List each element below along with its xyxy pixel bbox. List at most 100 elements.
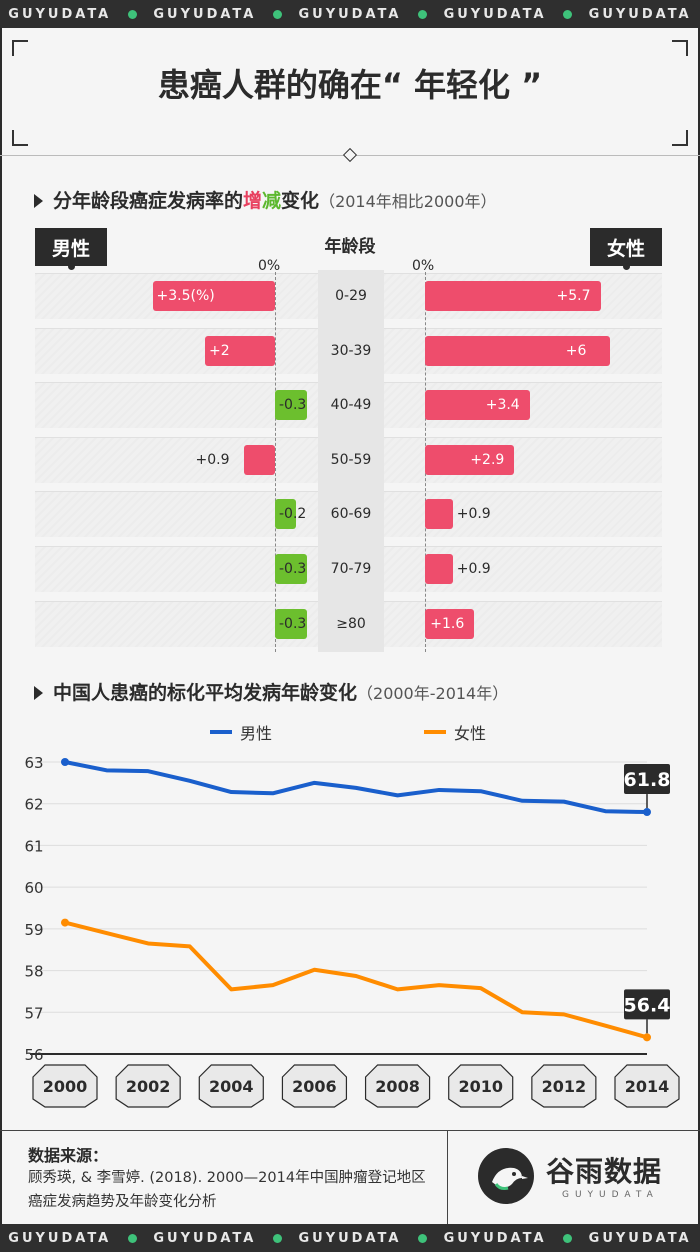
female-bar [425, 390, 530, 421]
triangle-icon [34, 686, 43, 700]
male-bar [243, 444, 275, 475]
x-tick-badge [364, 1064, 431, 1108]
age-label: 40-49 [330, 397, 372, 414]
corner-decoration [672, 40, 688, 56]
row-background [35, 491, 318, 538]
x-tick-label: 2008 [375, 1077, 420, 1096]
legend-label: 女性 [454, 724, 487, 743]
male-bar [205, 335, 275, 366]
section-subtitle: （2000年-2014年） [357, 684, 509, 703]
female-bar-label: +2.9 [470, 451, 505, 468]
age-column-header: 年龄段 [324, 237, 376, 257]
male-bar [152, 281, 275, 311]
decrease-word: 减 [262, 190, 282, 212]
divider [447, 1130, 448, 1224]
section-subtitle: （2014年相比2000年） [319, 192, 497, 211]
age-label: 50-59 [330, 451, 372, 468]
divider [0, 1130, 700, 1131]
end-value-label: 56.4 [624, 994, 671, 1016]
zero-axis-male [275, 272, 276, 652]
y-tick-label: 61 [24, 837, 43, 855]
male-bar [275, 390, 307, 421]
y-tick-label: 56 [24, 1046, 43, 1064]
male-bar-label: +0.9 [195, 451, 230, 468]
line-chart: 56 57 58 59 60 61 62 63 61.8 56.4 2000 2002 2004 2006… [24, 754, 680, 1108]
dot-icon [272, 9, 282, 19]
row-background [35, 382, 318, 429]
x-tick-label: 2012 [542, 1077, 587, 1096]
ticker-word: GUYUDATA [588, 6, 692, 22]
age-label: 30-39 [330, 342, 372, 359]
section-title-text: 分年龄段癌症发病率的 [53, 190, 244, 212]
dot-icon [127, 9, 137, 19]
male-bar [275, 554, 307, 584]
ticker-word: GUYUDATA [153, 1230, 257, 1246]
age-label: 70-79 [330, 561, 372, 577]
bottom-ticker: GUYUDATA GUYUDATA GUYUDATA GUYUDATA GUYU… [0, 1224, 700, 1252]
x-tick-label: 2010 [458, 1077, 503, 1096]
female-tag: 女性 [590, 228, 662, 270]
female-bar-label: +0.9 [456, 506, 491, 523]
sparrow-logo-icon [478, 1148, 534, 1204]
y-tick-label: 57 [24, 1004, 43, 1022]
section-title-line: 中国人患癌的标化平均发病年龄变化（2000年-2014年） [34, 678, 508, 705]
top-ticker: GUYUDATA GUYUDATA GUYUDATA GUYUDATA GUYU… [0, 0, 700, 28]
ticker-word: GUYUDATA [588, 1230, 692, 1246]
series-line-male [64, 760, 648, 815]
x-tick-badge [198, 1064, 264, 1108]
section-title-bars: 分年龄段癌症发病率的增减变化（2014年相比2000年） [34, 186, 497, 213]
x-tick-label: 2000 [43, 1077, 88, 1096]
ticker-word: GUYUDATA [8, 1230, 112, 1246]
row-background [35, 436, 318, 483]
female-bar [425, 554, 453, 584]
x-tick-label: 2004 [209, 1077, 254, 1096]
male-bar-label: +3.5(%) [156, 288, 215, 304]
section-title-text: 变化 [281, 190, 320, 212]
end-value-label: 61.8 [624, 769, 671, 791]
dot-icon [563, 1233, 573, 1243]
data-point [643, 1033, 651, 1042]
age-label: 0-29 [335, 288, 367, 304]
y-tick-label: 59 [24, 921, 43, 939]
page-title: 患癌人群的确在“ 年轻化 ” [157, 66, 543, 104]
x-tick-badge [614, 1064, 680, 1108]
legend-swatch [424, 730, 446, 734]
legend-male: 男性 [210, 720, 272, 744]
logo-subtitle: GUYUDATA [562, 1190, 659, 1200]
x-tick-badge [448, 1064, 514, 1108]
increase-word: 增 [243, 190, 263, 212]
end-label-box [624, 764, 670, 795]
dot-icon [418, 9, 427, 19]
male-tag: 男性 [35, 228, 107, 270]
y-tick-label: 62 [24, 796, 43, 814]
section-title-text: 中国人患癌的标化平均发病年龄变化 [53, 682, 358, 704]
age-column-background [318, 270, 384, 652]
dot-icon [563, 9, 573, 19]
source-heading: 数据来源： [28, 1146, 109, 1165]
dot-icon [127, 1233, 137, 1243]
x-tick-label: 2002 [126, 1077, 171, 1096]
female-bar-label: +1.6 [430, 615, 465, 632]
x-tick-badge [115, 1064, 181, 1108]
data-point [643, 808, 651, 817]
y-tick-label: 58 [24, 963, 43, 981]
dot-icon [418, 1233, 427, 1243]
row-background [35, 546, 318, 592]
female-bar-label: +5.7 [556, 288, 591, 304]
pin-icon [623, 263, 630, 270]
male-bar-label: -0.3 [279, 561, 307, 577]
x-tick-badge [531, 1064, 597, 1108]
end-label-box [624, 989, 670, 1020]
female-zero-label: 0% [412, 258, 435, 274]
female-tag-label: 女性 [606, 237, 645, 260]
age-label: ≥80 [336, 615, 366, 632]
legend-female: 女性 [424, 720, 486, 744]
female-bar [425, 499, 453, 530]
source-text: 顾秀瑛, & 李雪婷. (2018). 2000—2014年中国肿瘤登记地区癌症… [28, 1170, 426, 1210]
x-tick-badge [32, 1064, 98, 1108]
female-bar [425, 608, 475, 639]
legend-swatch [210, 730, 232, 734]
row-background [35, 600, 318, 647]
male-bar [275, 608, 307, 639]
male-bar-label: -0.2 [279, 506, 307, 523]
